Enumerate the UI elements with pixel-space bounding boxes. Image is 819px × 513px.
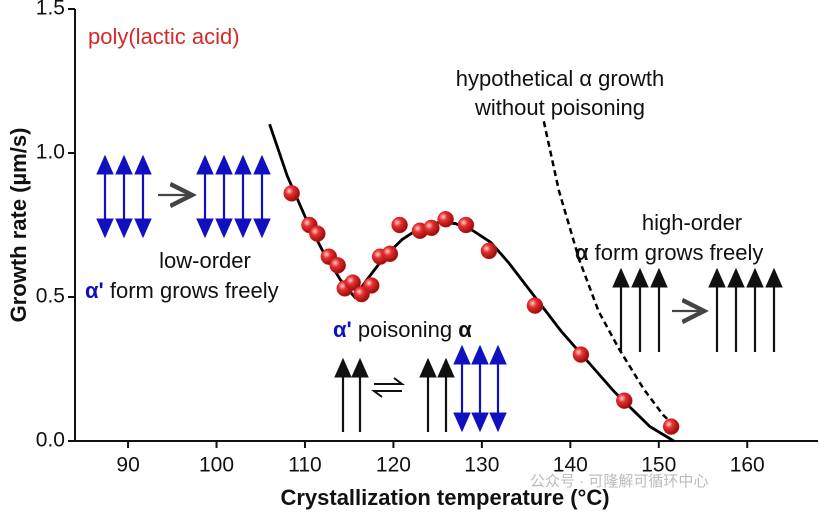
point: [526, 297, 544, 314]
x-tick-label: 160: [730, 454, 765, 477]
annotation-part: α': [85, 278, 104, 303]
annotation-part: form grows freely: [589, 240, 764, 265]
point: [662, 418, 680, 435]
schematic: [96, 154, 783, 433]
annotation: α form grows freely: [575, 240, 763, 265]
point: [391, 216, 408, 234]
annotation-part: form grows freely: [104, 278, 279, 303]
x-axis-title: Crystallization temperature (°C): [280, 485, 609, 510]
annotation: poly(lactic acid): [88, 24, 240, 49]
y-tick-label: 1.5: [36, 0, 65, 20]
point: [616, 392, 633, 409]
x-tick-label: 150: [641, 454, 676, 477]
point: [480, 242, 498, 260]
y-axis-title: Growth rate (µm/s): [6, 128, 31, 323]
point: [363, 277, 380, 294]
annotation: α' poisoning α: [333, 317, 472, 342]
annotation-part: α: [458, 317, 472, 342]
curve: [268, 123, 675, 443]
annotation: hypothetical α growth: [456, 66, 664, 91]
point: [381, 245, 399, 263]
annotation: low-order: [159, 248, 251, 273]
annotation: without poisoning: [474, 95, 645, 120]
point: [329, 257, 346, 274]
x-tick-label: 100: [199, 454, 234, 477]
curve: [542, 121, 680, 431]
annotation: α' form grows freely: [85, 278, 279, 303]
watermark: 公众号 · 可隆解可循环中心: [530, 473, 708, 490]
point: [457, 216, 475, 234]
annotation: high-order: [642, 210, 742, 235]
x-tick-label: 120: [376, 454, 411, 477]
x-tick-label: 110: [288, 454, 321, 477]
point: [283, 185, 300, 202]
point: [344, 274, 361, 291]
y-tick-label: 0.5: [36, 285, 65, 308]
x-tick-label: 140: [553, 454, 588, 477]
y-tick-label: 0.0: [36, 429, 65, 452]
point: [423, 219, 440, 237]
point: [437, 210, 454, 228]
y-tick-label: 1.0: [36, 141, 65, 164]
x-tick-label: 130: [464, 454, 499, 477]
annotation-part: α': [333, 317, 352, 342]
annotation-part: poisoning: [352, 317, 458, 342]
point: [309, 225, 326, 242]
x-tick-label: 90: [116, 454, 139, 477]
point: [572, 346, 590, 363]
